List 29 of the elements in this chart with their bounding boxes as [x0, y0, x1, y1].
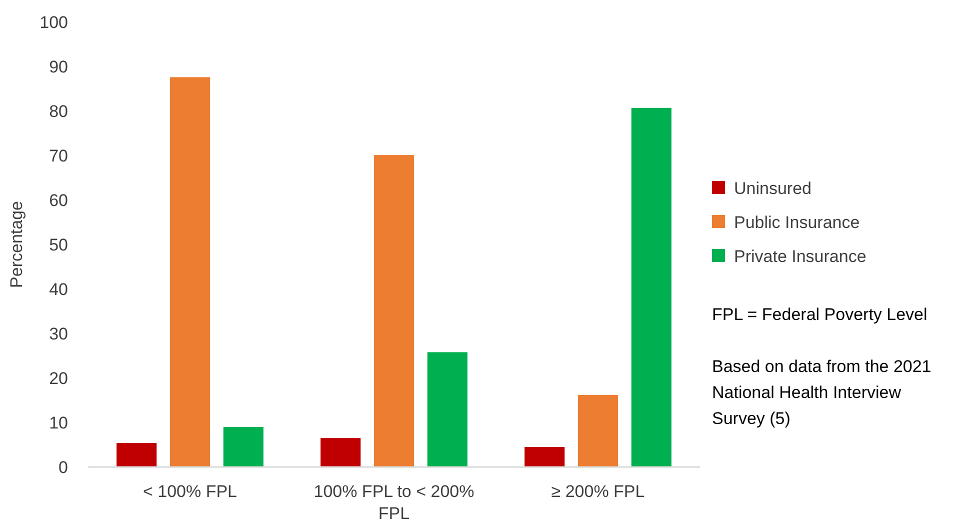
legend-label: Private Insurance [734, 246, 866, 266]
y-tick-label: 80 [49, 102, 68, 121]
bar [320, 438, 361, 467]
y-tick-label: 30 [49, 324, 68, 344]
y-tick-label: 0 [58, 458, 68, 477]
bar [116, 442, 157, 467]
text: FPL = Federal Poverty Level [712, 305, 928, 324]
bar [170, 77, 210, 467]
text: Based on data from the 2021 National Health Interview Survey (5) [712, 357, 932, 428]
y-axis-title: Percentage [7, 201, 26, 288]
y-tick-label: 10 [49, 413, 68, 432]
y-tick-label: 90 [49, 57, 68, 76]
y-tick-label: 100 [40, 12, 68, 32]
y-tick-label: 70 [49, 146, 68, 166]
y-tick-label: 20 [49, 368, 68, 388]
bar [578, 394, 618, 467]
y-tick-label: 50 [49, 235, 68, 254]
bar [374, 155, 414, 467]
bar [223, 426, 264, 467]
x-tick-label: ≥ 200% FPL [551, 482, 645, 501]
bar [427, 352, 468, 467]
bar [631, 108, 672, 467]
x-tick-label: 100% FPL to < 200% FPL [314, 482, 474, 523]
x-tick-label: < 100% FPL [142, 482, 238, 501]
legend-label: Public Insurance [734, 212, 860, 232]
legend-label: Uninsured [734, 178, 812, 198]
y-tick-label: 40 [49, 280, 68, 299]
bar [524, 446, 565, 467]
y-tick-label: 60 [49, 190, 68, 210]
